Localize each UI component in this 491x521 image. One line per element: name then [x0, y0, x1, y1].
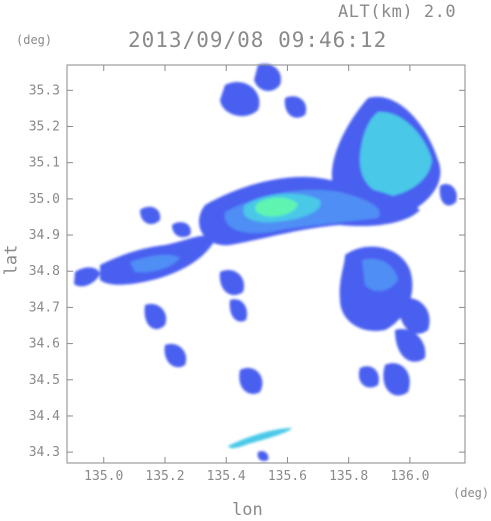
echo-north-central-cell [220, 82, 260, 117]
y-axis: 35.3 35.2 35.1 35.0 34.9 34.8 34.7 34.6 34.5 34.4… [29, 83, 465, 460]
y-tick-label: 34.7 [29, 300, 60, 315]
echo-east-ring-inner [362, 258, 398, 292]
y-tick-label: 34.6 [29, 337, 60, 352]
y-tick-label: 34.8 [29, 264, 60, 279]
echo-southern-line [228, 428, 292, 449]
echo-south-cell [239, 367, 263, 394]
x-tick-label: 135.6 [268, 469, 307, 484]
y-tick-label: 34.9 [29, 228, 60, 243]
echo-northeast-core [359, 111, 432, 196]
y-tick-label: 34.5 [29, 373, 60, 388]
y-tick-label: 35.1 [29, 156, 60, 171]
x-tick-label: 135.0 [84, 469, 123, 484]
echo-southwest-cell2 [164, 343, 187, 368]
echo-southwest-cell3 [219, 270, 245, 296]
altitude-label: ALT(km) 2.0 [338, 2, 457, 22]
x-axis-unit: (deg) [453, 486, 490, 500]
echo-south-small [257, 451, 269, 462]
x-axis: 135.0 135.2 135.4 135.6 135.8 136.0 [84, 65, 429, 484]
echo-central-peak [254, 197, 298, 217]
x-tick-label: 136.0 [390, 469, 429, 484]
echo-west-upper2 [172, 222, 191, 238]
y-tick-label: 35.0 [29, 192, 60, 207]
x-tick-label: 135.2 [145, 469, 184, 484]
x-axis-label: lon [232, 500, 263, 520]
echo-west-inner [130, 254, 180, 273]
echo-north-small [284, 96, 307, 118]
echo-west-tip [74, 267, 100, 287]
echo-north-cell [254, 63, 281, 92]
echo-southwest-cell4 [229, 299, 248, 322]
x-tick-label: 135.4 [207, 469, 246, 484]
timestamp-title: 2013/09/08 09:46:12 [128, 28, 388, 52]
y-tick-label: 35.3 [29, 83, 60, 98]
echo-southeast-cell3 [358, 366, 379, 388]
y-axis-unit: (deg) [16, 33, 53, 47]
echo-southeast-cell [395, 329, 426, 362]
echo-southwest-cell [144, 303, 167, 330]
y-tick-label: 34.4 [29, 409, 60, 424]
y-tick-label: 34.3 [29, 445, 60, 460]
y-tick-label: 35.2 [29, 120, 60, 135]
plot-frame [66, 64, 466, 464]
echo-layer [74, 63, 457, 462]
x-tick-label: 135.8 [329, 469, 368, 484]
echo-east-cell2 [439, 183, 457, 206]
echo-west-upper [140, 206, 161, 225]
echo-east-cell [398, 298, 430, 334]
echo-southeast-cell2 [383, 363, 410, 396]
